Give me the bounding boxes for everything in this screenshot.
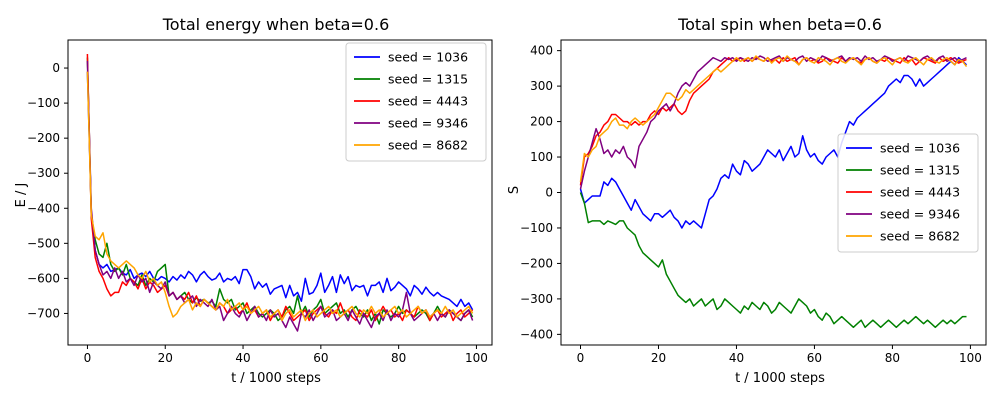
chart-title: Total energy when beta=0.6 — [162, 15, 390, 34]
spin-chart: Total spin when beta=0.6 t / 1000 steps … — [507, 15, 987, 386]
y-tick-label: 200 — [530, 115, 553, 129]
series-line-0 — [579, 56, 968, 229]
x-tick-label: 60 — [807, 351, 822, 365]
y-tick-label: 400 — [530, 44, 553, 58]
x-tick-label: 80 — [391, 351, 406, 365]
y-axis-label: E / J — [14, 183, 29, 208]
legend: seed = 1036 seed = 1315 seed = 4443 seed = … — [837, 133, 979, 253]
y-tick-label: −100 — [520, 221, 553, 235]
series-line-1 — [579, 192, 967, 329]
x-axis-label: t / 1000 steps — [231, 371, 321, 386]
legend-label: seed = 1315 — [880, 163, 960, 178]
x-tick-label: 20 — [651, 351, 666, 365]
chart-title: Total spin when beta=0.6 — [677, 15, 882, 34]
legend-label: seed = 9346 — [388, 116, 468, 131]
x-tick-label: 20 — [158, 351, 173, 365]
y-tick-label: −200 — [520, 256, 553, 270]
y-tick-label: 100 — [530, 150, 553, 164]
legend-label: seed = 8682 — [880, 229, 960, 244]
x-tick-label: 100 — [465, 351, 488, 365]
x-tick-label: 60 — [313, 351, 328, 365]
y-tick-label: 0 — [545, 186, 553, 200]
series-line-4 — [579, 55, 968, 183]
x-tick-label: 80 — [885, 351, 900, 365]
y-tick-label: −600 — [27, 271, 60, 285]
legend-label: seed = 9346 — [880, 207, 960, 222]
legend-label: seed = 4443 — [388, 94, 468, 109]
y-tick-label: −300 — [520, 292, 553, 306]
y-tick-label: −300 — [27, 166, 60, 180]
legend: seed = 1036 seed = 1315 seed = 4443 seed = … — [345, 42, 487, 162]
y-tick-label: −500 — [27, 236, 60, 250]
y-tick-label: 0 — [52, 61, 60, 75]
y-tick-label: −700 — [27, 306, 60, 320]
x-tick-label: 100 — [959, 351, 982, 365]
y-tick-label: −400 — [520, 327, 553, 341]
legend-box — [837, 133, 979, 253]
x-tick-label: 40 — [235, 351, 250, 365]
plot-frame — [67, 39, 493, 346]
x-tick-label: 0 — [577, 351, 585, 365]
x-tick-label: 0 — [84, 351, 92, 365]
plot-area: 0 20 40 60 80 100 400 300 200 100 0 −100 −200 −300 −40… — [520, 39, 987, 365]
legend-box — [345, 42, 487, 162]
x-axis-label: t / 1000 steps — [735, 371, 825, 386]
legend-label: seed = 1036 — [388, 50, 468, 65]
x-tick-label: 40 — [729, 351, 744, 365]
series-line-0 — [86, 71, 474, 311]
legend-label: seed = 8682 — [388, 138, 468, 153]
legend-label: seed = 1036 — [880, 141, 960, 156]
y-tick-label: 300 — [530, 79, 553, 93]
series-line-4 — [86, 71, 474, 322]
legend-label: seed = 4443 — [880, 185, 960, 200]
energy-chart: Total energy when beta=0.6 t / 1000 step… — [14, 15, 493, 386]
y-axis-label: S — [507, 186, 522, 194]
legend-label: seed = 1315 — [388, 72, 468, 87]
y-tick-label: −200 — [27, 131, 60, 145]
plot-area: 0 20 40 60 80 100 0 −100 −200 −300 −400 −500 −600 −70… — [27, 39, 493, 365]
y-tick-label: −400 — [27, 201, 60, 215]
y-tick-label: −100 — [27, 96, 60, 110]
